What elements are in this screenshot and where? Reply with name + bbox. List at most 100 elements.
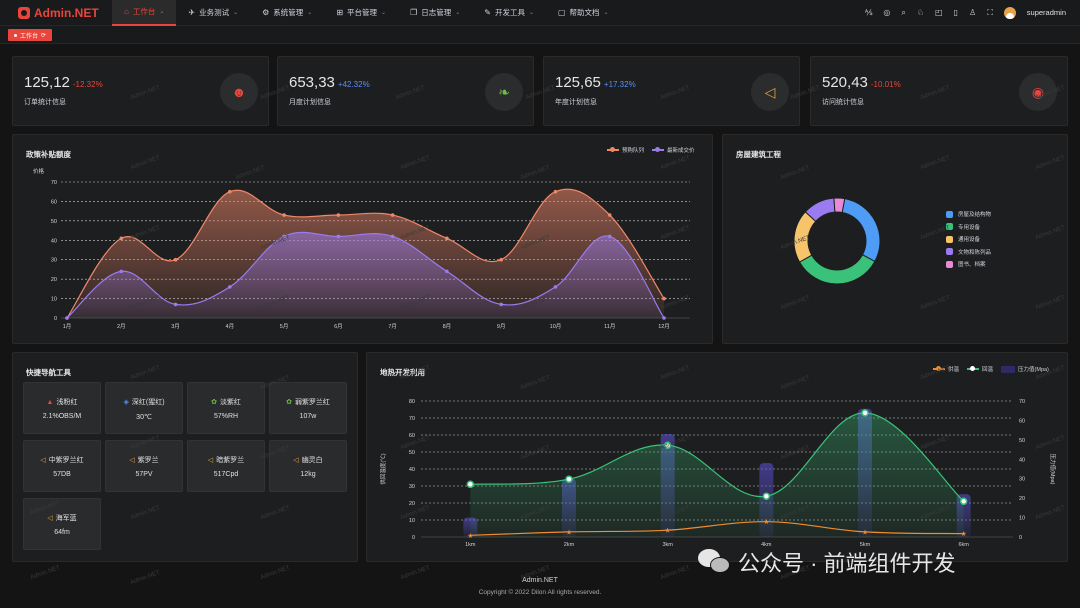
series-line-1[interactable]: [66, 231, 665, 319]
quick-tool-1[interactable]: ◈ 深红(猩红) 30℃: [105, 382, 183, 434]
quick-tool-name: ◁ 暗紫罗兰: [188, 455, 264, 465]
stat-percent: -10.01%: [870, 80, 901, 89]
data-point[interactable]: [607, 234, 612, 239]
supply-temp-point[interactable]: ★: [566, 528, 572, 536]
avatar[interactable]: [1003, 6, 1016, 19]
pie-slice-4[interactable]: [833, 197, 846, 214]
menu-item-2[interactable]: ⚙ 系统管理 ⌄: [250, 0, 324, 26]
data-point[interactable]: [390, 234, 395, 239]
app-logo[interactable]: Admin.NET: [0, 6, 112, 20]
data-point[interactable]: [499, 257, 503, 262]
quick-tool-7[interactable]: ◁ 幽灵白 12kg: [269, 440, 347, 492]
supply-temp-point[interactable]: ★: [862, 528, 868, 536]
data-point[interactable]: [173, 257, 178, 262]
y-left-tick-label: 80: [409, 399, 415, 405]
supply-temp-point[interactable]: ★: [665, 527, 671, 535]
supply-temp-point[interactable]: ★: [961, 530, 967, 538]
quick-tool-icon: ✿: [286, 399, 292, 406]
legend-item-b[interactable]: 最新成交价: [652, 146, 695, 154]
data-point[interactable]: [445, 236, 449, 241]
data-point[interactable]: [228, 285, 232, 289]
legend-item-pressure[interactable]: 压力值(Mpa): [1001, 365, 1049, 373]
quick-tool-5[interactable]: ◁ 紫罗兰 57PV: [105, 440, 183, 492]
quick-tool-8[interactable]: ◁ 海军蓝 64fm: [23, 498, 101, 550]
stat-percent: +42.32%: [337, 80, 370, 89]
quick-tool-3[interactable]: ✿ 弱紫罗兰红 107w: [269, 382, 347, 434]
data-point[interactable]: [65, 316, 69, 320]
supply-temp-point[interactable]: ★: [467, 532, 473, 540]
y-tick-label: 70: [51, 180, 57, 186]
subsidy-card: 政策补贴额度 预购队列 最新成交价 价格 0 10 20 30 40 50 60 70 1月 2月 3…: [12, 134, 713, 344]
return-temp-point[interactable]: [466, 480, 475, 489]
pie-legend-item-4[interactable]: 图书、档案: [946, 258, 991, 271]
language-icon[interactable]: ⅍: [864, 8, 873, 17]
menu-item-6[interactable]: ▢ 帮助文档 ⌄: [546, 0, 621, 26]
stat-card-1[interactable]: 653,33 +42.32% 月度计划信息 ❧: [277, 56, 534, 126]
stat-card-0[interactable]: 125,12 -12.32% 订单统计信息 ☻: [12, 56, 269, 126]
data-point[interactable]: [445, 269, 449, 274]
quick-tool-2[interactable]: ✿ 淡紫红 57%RH: [187, 382, 265, 434]
menu-item-5[interactable]: ✎ 开发工具 ⌄: [472, 0, 546, 26]
data-point[interactable]: [173, 302, 178, 307]
pie-legend-item-3[interactable]: 文物和陈列品: [946, 246, 991, 259]
data-point[interactable]: [499, 302, 503, 307]
quick-tool-name: ▲ 浅粉红: [24, 397, 100, 407]
return-temp-point[interactable]: [861, 409, 869, 417]
legend-item-supply[interactable]: 供温: [933, 365, 959, 373]
quick-tool-6[interactable]: ◁ 暗紫罗兰 517Cpd: [187, 440, 265, 492]
user-icon[interactable]: ♙: [969, 8, 977, 17]
return-temp-point[interactable]: [762, 492, 771, 500]
y-right-tick-label: 10: [1019, 516, 1025, 522]
legend-item-a[interactable]: 预购队列: [607, 146, 644, 154]
data-point[interactable]: [336, 234, 341, 239]
pie-slice-0[interactable]: [841, 198, 881, 263]
data-point[interactable]: [119, 236, 124, 241]
component-size-icon[interactable]: ◎: [883, 8, 891, 17]
notification-icon[interactable]: ◰: [935, 8, 943, 17]
legend-item-return[interactable]: 回温: [967, 365, 993, 373]
theme-icon[interactable]: ♘: [916, 8, 925, 17]
pie-legend-item-0[interactable]: 房屋及结构物: [946, 208, 991, 221]
pie-slice-2[interactable]: [793, 211, 817, 263]
search-icon[interactable]: ⌕: [901, 7, 906, 17]
pie-slice-1[interactable]: [798, 254, 876, 285]
return-temp-point[interactable]: [959, 497, 968, 506]
stat-card-2[interactable]: 125,65 +17.32% 年度计划信息 ◁: [543, 56, 800, 126]
menu-item-4[interactable]: ❐ 日志管理 ⌄: [398, 0, 472, 26]
data-point[interactable]: [662, 316, 666, 320]
supply-temp-point[interactable]: ★: [763, 518, 769, 526]
legend-swatch-pressure: [1001, 365, 1016, 373]
data-point[interactable]: [553, 189, 558, 194]
menu-item-0[interactable]: ⌂ 工作台 ⌄: [112, 0, 177, 26]
menu-item-1[interactable]: ✈ 业务测试 ⌄: [176, 0, 250, 26]
data-point[interactable]: [607, 213, 612, 217]
data-point[interactable]: [282, 234, 286, 239]
data-point[interactable]: [553, 285, 558, 289]
quick-tool-icon: ✿: [211, 399, 217, 406]
geothermal-legend: 供温 回温 压力值(Mpa): [933, 365, 1049, 373]
series-line-0[interactable]: [66, 188, 665, 319]
fullscreen-icon[interactable]: ⛶: [987, 7, 993, 17]
data-point[interactable]: [119, 269, 124, 274]
quick-tool-4[interactable]: ◁ 中紫罗兰红 57DB: [23, 440, 101, 492]
tag-workbench[interactable]: 工作台 ⟳: [8, 29, 53, 41]
supply-temp-line[interactable]: [470, 521, 964, 536]
message-icon[interactable]: ▯: [953, 8, 959, 17]
data-point[interactable]: [336, 213, 341, 217]
quick-tool-value: 517Cpd: [213, 471, 239, 478]
data-point[interactable]: [282, 213, 286, 217]
return-temp-point[interactable]: [565, 475, 573, 483]
data-point[interactable]: [662, 296, 666, 301]
pie-legend-item-1[interactable]: 专用设备: [946, 221, 991, 234]
quick-tool-value: 64fm: [54, 529, 70, 536]
menu-item-icon: ⚙: [262, 8, 270, 17]
menu-item-3[interactable]: ⊞ 平台管理 ⌄: [324, 0, 398, 26]
username[interactable]: superadmin: [1026, 8, 1066, 17]
refresh-icon[interactable]: ⟳: [41, 32, 47, 39]
pie-legend-item-2[interactable]: 通用设备: [946, 233, 991, 246]
return-temp-point[interactable]: [663, 441, 672, 449]
quick-tool-0[interactable]: ▲ 浅粉红 2.1%OBS/M: [23, 382, 101, 434]
data-point[interactable]: [228, 189, 232, 194]
stat-card-3[interactable]: 520,43 -10.01% 访问统计信息 ◉: [810, 56, 1068, 126]
data-point[interactable]: [390, 213, 395, 217]
